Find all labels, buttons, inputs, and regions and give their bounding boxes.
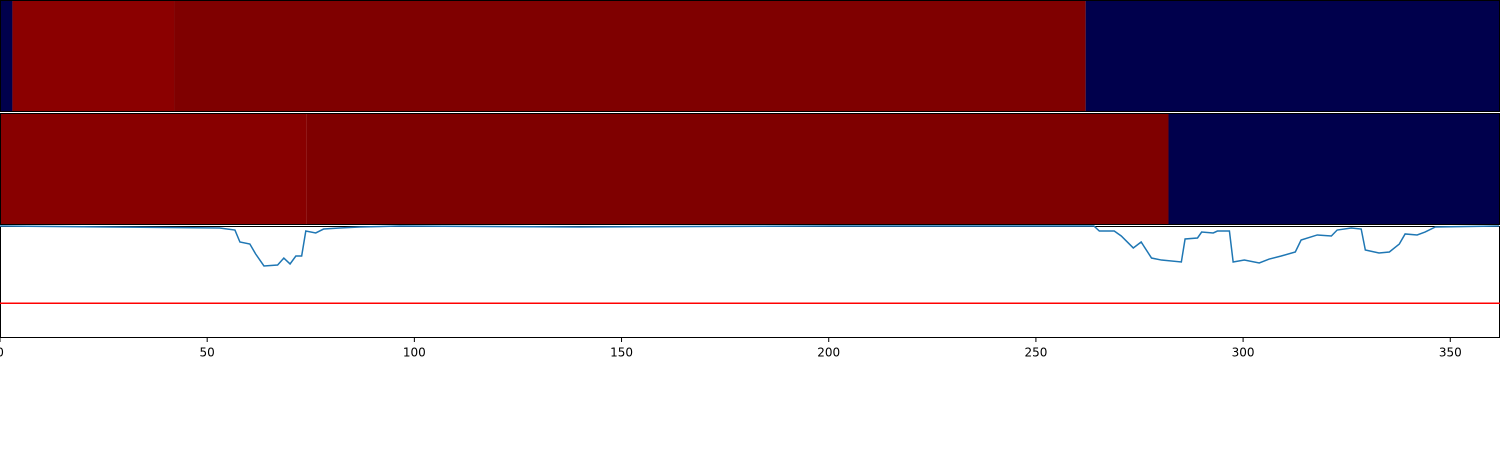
- band-segment: [1168, 113, 1500, 225]
- x-tick-label: 50: [200, 346, 215, 360]
- x-tick-label: 0: [0, 346, 4, 360]
- x-tick-label: 150: [610, 346, 633, 360]
- band-segment: [1085, 0, 1500, 112]
- band-segment: [12, 0, 175, 112]
- x-tick-label: 200: [817, 346, 840, 360]
- band-segment: [174, 0, 1086, 112]
- x-tick-label: 350: [1439, 346, 1462, 360]
- x-tick-label: 100: [403, 346, 426, 360]
- band-segment: [0, 0, 13, 112]
- data-line: [0, 225, 1500, 267]
- x-tick-label: 250: [1024, 346, 1047, 360]
- band-segment: [0, 113, 307, 225]
- x-tick-label: 300: [1232, 346, 1255, 360]
- band-segment: [306, 113, 1169, 225]
- plot-frame: [0, 226, 1500, 338]
